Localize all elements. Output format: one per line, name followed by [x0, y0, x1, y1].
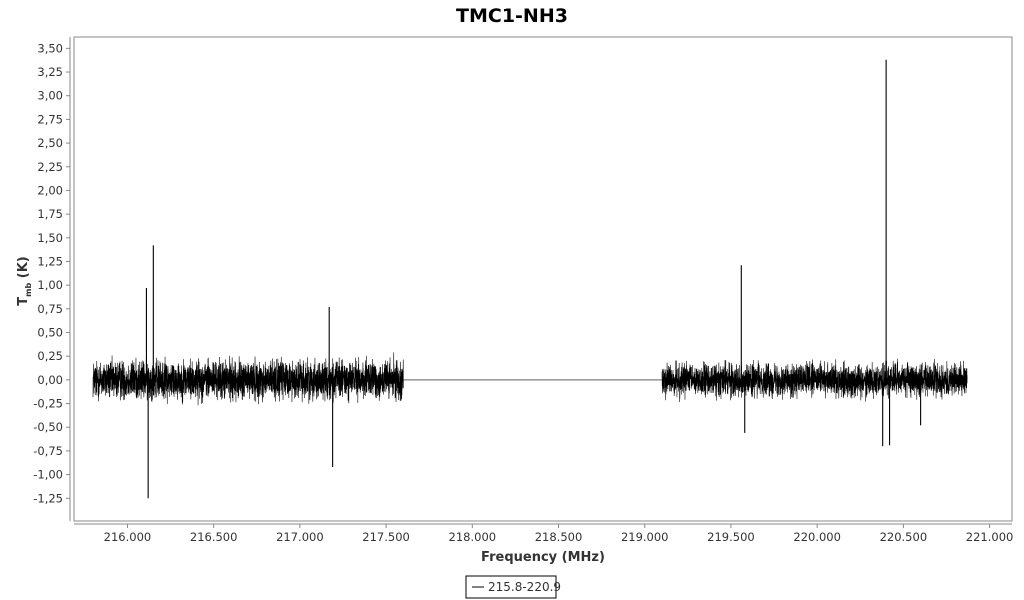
y-tick-label: 0,75 [37, 302, 63, 316]
plot-area-border [73, 36, 1013, 522]
y-tick-label: -0,25 [33, 397, 63, 411]
x-tick-label: 216.500 [190, 530, 238, 544]
y-tick-label: 2,50 [37, 136, 63, 150]
x-tick-label: 217.000 [276, 530, 324, 544]
svg-text:Tmb (K): Tmb (K) [16, 256, 33, 305]
y-tick-label: -0,75 [33, 444, 63, 458]
y-tick-label: 3,50 [37, 41, 63, 55]
x-axis-ticks: 216.000 216.500 217.000 217.500 218.000 218.5… [104, 524, 1014, 544]
legend-box [465, 575, 557, 599]
y-tick-label: -1,25 [33, 491, 63, 505]
y-tick-label: 2,25 [37, 160, 63, 174]
legend-label: 215.8-220.9 [488, 580, 561, 594]
y-tick-label: 3,25 [37, 65, 63, 79]
y-tick-label: 2,00 [37, 183, 63, 197]
x-tick-label: 221.000 [966, 530, 1014, 544]
x-tick-label: 220.000 [793, 530, 841, 544]
y-axis-title-unit: (K) [16, 256, 31, 282]
y-tick-label: 1,75 [37, 207, 63, 221]
y-axis-ticks: -1,25 -1,00 -0,75 -0,50 -0,25 0,00 0,25 0,50 0,7… [33, 41, 70, 505]
y-tick-label: 0,25 [37, 349, 63, 363]
y-axis-title-main: T [16, 297, 31, 306]
x-tick-label: 218.500 [535, 530, 583, 544]
x-tick-label: 219.500 [707, 530, 755, 544]
y-tick-label: 0,50 [37, 326, 63, 340]
chart-title: TMC1-NH3 [456, 5, 568, 27]
x-axis-title: Frequency (MHz) [481, 550, 605, 565]
y-tick-label: 3,00 [37, 89, 63, 103]
series-segment-3 [661, 358, 968, 402]
legend[interactable]: 215.8-220.9 [465, 575, 561, 599]
x-tick-label: 219.000 [621, 530, 669, 544]
x-tick-label: 220.500 [880, 530, 928, 544]
y-tick-label: 1,50 [37, 231, 63, 245]
y-axis-title: Tmb (K) [16, 256, 33, 305]
y-tick-label: 1,25 [37, 254, 63, 268]
y-tick-label: 1,00 [37, 278, 63, 292]
x-tick-label: 216.000 [104, 530, 152, 544]
series-215-8-220-9 [92, 59, 968, 499]
y-tick-label: 0,00 [37, 373, 63, 387]
y-tick-label: 2,75 [37, 112, 63, 126]
y-axis-title-subscript: mb [24, 283, 33, 297]
y-tick-label: -0,50 [33, 420, 63, 434]
x-tick-label: 218.000 [449, 530, 497, 544]
x-tick-label: 217.500 [362, 530, 410, 544]
series-segment-1 [92, 352, 404, 406]
y-tick-label: -1,00 [33, 468, 63, 482]
